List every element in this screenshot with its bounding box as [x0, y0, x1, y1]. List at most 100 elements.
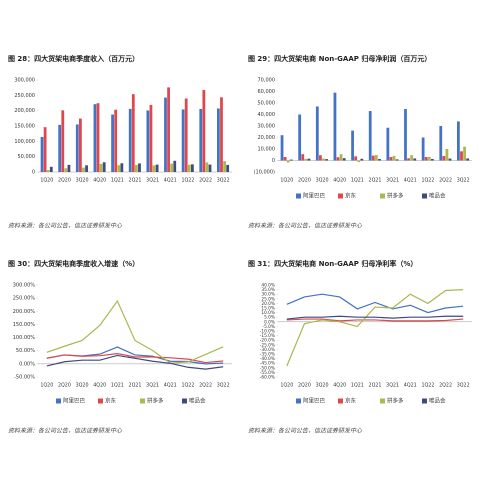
- bar: [173, 160, 177, 172]
- bar: [199, 108, 203, 172]
- bar: [463, 146, 466, 161]
- bar: [155, 164, 159, 172]
- chart-title: 图 31：四大货架电商 Non-GAAP 归母净利率（%）: [248, 259, 417, 268]
- bar: [333, 92, 337, 161]
- bar: [280, 135, 284, 161]
- bar: [217, 108, 220, 172]
- y-tick-label: 30,000: [258, 124, 276, 130]
- bar: [319, 155, 322, 161]
- x-tick-label: 2Q21: [369, 178, 382, 184]
- bar: [457, 121, 460, 161]
- bar: [43, 127, 47, 172]
- x-tick-label: 1Q21: [111, 178, 124, 184]
- x-tick-label: 4Q20: [333, 383, 346, 389]
- legend-swatch: [296, 193, 301, 199]
- legend-label: 阿里巴巴: [303, 397, 326, 405]
- y-tick-label: -40.0%: [260, 356, 275, 362]
- x-tick-label: 3Q21: [386, 178, 399, 184]
- bar: [386, 127, 390, 161]
- bar: [64, 168, 68, 172]
- y-tick-label: -25.0%: [260, 342, 275, 348]
- y-tick-label: 50.00%: [16, 348, 35, 354]
- y-tick-label: -60.0%: [260, 375, 275, 381]
- series-line: [46, 299, 224, 364]
- y-tick-label: 20,000: [258, 135, 276, 141]
- legend-swatch: [338, 193, 343, 199]
- x-tick-label: 3Q20: [76, 178, 89, 184]
- source-note: 资料来源：各公司公告，信达证券研发中心: [248, 427, 363, 435]
- bar: [58, 124, 62, 172]
- y-tick-label: -45.0%: [260, 361, 275, 367]
- x-tick-label: 2Q22: [199, 383, 212, 389]
- source-note: 资料来源：各公司公告，信达证券研发中心: [8, 222, 123, 230]
- bar: [208, 164, 212, 172]
- bar: [149, 104, 153, 172]
- x-tick-label: 2Q20: [298, 178, 311, 184]
- x-tick-label: 4Q20: [93, 178, 106, 184]
- bar: [375, 155, 378, 161]
- y-tick-label: -30.0%: [260, 347, 275, 353]
- bar: [46, 169, 50, 172]
- bar: [395, 159, 399, 161]
- x-tick-label: 1Q21: [351, 178, 364, 184]
- y-tick-label: 35.0%: [261, 287, 275, 293]
- x-tick-label: 2Q20: [58, 178, 71, 184]
- x-tick-label: 4Q21: [404, 178, 417, 184]
- legend-label: 拼多多: [387, 192, 404, 200]
- legend-label: 京东: [105, 397, 117, 405]
- x-tick-label: 3Q20: [316, 178, 329, 184]
- bar: [184, 98, 188, 172]
- legend-swatch: [338, 398, 343, 404]
- x-tick-label: 3Q21: [146, 178, 159, 184]
- y-tick-label: 0: [272, 158, 275, 164]
- bar: [85, 165, 88, 172]
- x-tick-label: 4Q21: [164, 178, 177, 184]
- chart-title: 图 29：四大货架电商 Non-GAAP 归母净利润（百万元）: [248, 54, 431, 63]
- bar: [466, 158, 470, 161]
- x-tick-label: 2Q22: [439, 383, 452, 389]
- series-line: [286, 315, 464, 320]
- x-tick-label: 1Q22: [421, 383, 434, 389]
- y-tick-label: 50,000: [18, 154, 36, 160]
- legend-swatch: [98, 398, 103, 404]
- series-line: [286, 318, 464, 322]
- x-tick-label: 2Q21: [129, 383, 142, 389]
- x-tick-label: 2Q21: [129, 178, 142, 184]
- bar: [360, 158, 364, 161]
- source-note: 资料来源：各公司公告，信达证券研发中心: [248, 222, 363, 230]
- y-tick-label: -10.0%: [260, 329, 275, 335]
- y-tick-label: -5.0%: [263, 324, 275, 330]
- y-tick-label: 25.0%: [261, 296, 275, 302]
- x-tick-label: 4Q21: [164, 383, 177, 389]
- bar: [410, 155, 414, 161]
- bar: [336, 157, 340, 161]
- y-tick-label: -50.00%: [14, 375, 35, 381]
- bar: [378, 159, 381, 161]
- bar: [202, 89, 206, 172]
- bar: [61, 110, 65, 172]
- y-tick-label: 60,000: [258, 89, 276, 95]
- x-tick-label: 2Q21: [369, 383, 382, 389]
- bar: [283, 157, 287, 161]
- x-tick-label: 3Q21: [146, 383, 159, 389]
- bar: [445, 149, 449, 161]
- y-tick-label: 100,000: [14, 139, 35, 145]
- y-tick-label: 50,000: [258, 101, 276, 107]
- y-tick-label: 30.0%: [261, 292, 275, 298]
- y-tick-label: -15.0%: [260, 333, 275, 339]
- x-tick-label: 3Q22: [457, 383, 470, 389]
- chart-title: 图 28：四大货架电商季度收入（百万元）: [8, 54, 139, 63]
- legend-label: 阿里巴巴: [63, 397, 86, 405]
- y-tick-label: 300,000: [14, 78, 35, 84]
- series-line: [46, 354, 224, 370]
- y-tick-label: 300.00%: [13, 283, 35, 289]
- x-tick-label: 3Q20: [76, 383, 89, 389]
- bar: [187, 164, 191, 172]
- bar: [368, 111, 372, 161]
- y-tick-label: 150.00%: [13, 322, 35, 328]
- bar: [223, 161, 226, 172]
- bar: [389, 157, 393, 161]
- bar: [430, 159, 434, 161]
